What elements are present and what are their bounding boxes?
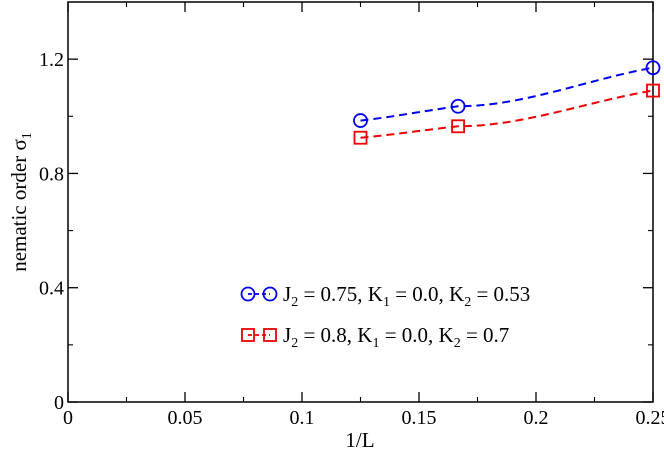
x-axis-title: 1/L — [345, 428, 374, 452]
legend-label-part: = 0.8, K — [298, 323, 372, 347]
legend-marker-2 — [241, 328, 255, 342]
legend-label-part: = 0.75, K — [298, 282, 383, 306]
legend-marker-1 — [240, 286, 256, 302]
x-tick-label: 0.25 — [636, 407, 664, 429]
legend-label-part: = 0.53 — [471, 282, 530, 306]
legend-label-subscript: 2 — [454, 336, 461, 351]
x-tick-label: 0.2 — [524, 407, 549, 429]
legend-label-subscript: 2 — [291, 295, 298, 310]
y-tick-label: 1.2 — [39, 49, 64, 71]
x-tick-label: 0.1 — [290, 407, 315, 429]
legend-label-part: J — [283, 323, 291, 347]
legend-label-part: = 0.0, K — [379, 323, 453, 347]
series-2-point — [353, 130, 368, 145]
y-tick-label: 0.8 — [39, 163, 64, 185]
series-1-point — [353, 113, 368, 128]
series-2-point — [646, 83, 660, 98]
series-1-point — [645, 60, 661, 76]
series-layer — [353, 60, 661, 145]
legend-marker-2 — [263, 328, 277, 342]
legend-label-part: J — [283, 282, 291, 306]
y-tick-label: 0.4 — [39, 278, 64, 300]
series-line-1 — [360, 66, 654, 122]
axis-ticks: 0 0.05 0.1 0.15 0.2 0.25 0 0.4 0.8 1.2 — [39, 2, 664, 429]
y-axis-title-main: nematic order σ — [7, 139, 31, 272]
legend-marker-1 — [262, 286, 278, 302]
y-tick-label: 0 — [54, 392, 64, 414]
x-tick-label: 0 — [63, 407, 73, 429]
legend-label-subscript: 1 — [372, 336, 379, 351]
legend-label-subscript: 2 — [464, 295, 471, 310]
legend-label-subscript: 1 — [383, 295, 390, 310]
legend-label-subscript: 2 — [291, 336, 298, 351]
y-axis-title: nematic order σ1 — [7, 132, 35, 272]
series-2-point — [451, 119, 465, 134]
legend-label-2: J2 = 0.8, K1 = 0.0, K2 = 0.7 — [283, 323, 509, 351]
y-axis-title-sub: 1 — [20, 132, 35, 139]
legend-label-part: = 0.7 — [461, 323, 510, 347]
x-tick-label: 0.05 — [168, 407, 203, 429]
legend-label-1: J2 = 0.75, K1 = 0.0, K2 = 0.53 — [283, 282, 530, 310]
series-1-point — [450, 98, 466, 114]
series-line-2 — [360, 89, 654, 139]
legend-label-part: = 0.0, K — [390, 282, 464, 306]
x-tick-label: 0.15 — [402, 407, 437, 429]
